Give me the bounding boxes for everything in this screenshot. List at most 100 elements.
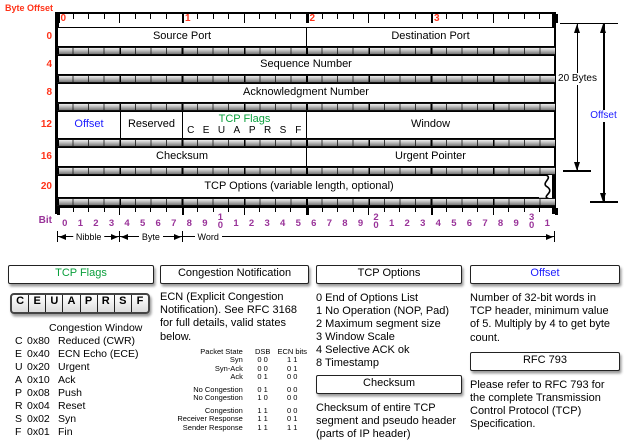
field-tcp-flags: TCP Flags C E U A P R S F xyxy=(182,112,306,138)
bit-scale-bar xyxy=(57,75,555,83)
ruler-tick-icon xyxy=(228,208,230,212)
ecn-dsb-value: 0 1 xyxy=(257,384,268,394)
ecn-table-row: Ack 0 1 0 0 xyxy=(160,373,309,382)
ecn-dsb-value: 1 0 xyxy=(257,393,268,403)
field-acknowledgment-number: Acknowledgment Number xyxy=(58,84,554,102)
ecn-packet-state: No Congestion xyxy=(193,384,243,394)
flag-letter: E xyxy=(15,348,23,360)
flag-cell-c: C xyxy=(12,295,30,312)
ruler-tick-icon xyxy=(383,208,385,212)
bit-number: 3 xyxy=(420,218,426,229)
bottom-bit-ruler xyxy=(57,206,558,215)
flag-hex-value: 0x02 xyxy=(27,413,50,425)
field-offset: Offset xyxy=(58,112,120,138)
ruler-tick-icon xyxy=(523,208,525,212)
flag-name: Reset xyxy=(58,400,86,412)
field-reserved: Reserved xyxy=(120,112,182,138)
ecn-dsb-value: 0 1 xyxy=(257,372,268,382)
ruler-tick-icon xyxy=(119,208,121,215)
flag-cell-p: P xyxy=(81,295,98,312)
ruler-tick-icon xyxy=(477,208,479,212)
ruler-tick-icon xyxy=(414,208,416,212)
field-label-checksum: Checksum xyxy=(156,150,208,163)
ruler-tick-icon xyxy=(461,208,463,212)
ecn-header-packet-state: Packet State xyxy=(200,346,243,356)
bit-number: 8 xyxy=(342,218,348,229)
bit-number: 1 xyxy=(544,218,550,229)
ecn-dsb-value: 1 1 xyxy=(257,405,268,415)
tcp-flags-field-label: TCP Flags xyxy=(218,112,271,125)
ruler-tick-icon xyxy=(165,208,167,212)
field-checksum: Checksum xyxy=(58,148,306,166)
twenty-bytes-dimension-line xyxy=(576,24,579,171)
twenty-bytes-end-line xyxy=(563,170,591,172)
ruler-tick-icon xyxy=(274,208,276,212)
tcp-option-item: 3 Window Scale xyxy=(316,331,395,343)
tcp-option-item: 4 Selective ACK ok xyxy=(316,344,410,356)
ecn-table-row: Sender Response 1 1 1 1 xyxy=(160,422,309,433)
row-byte-offset-number: 12 xyxy=(40,119,52,130)
bit-number: 4 xyxy=(435,218,441,229)
ecn-table-row: Congestion 1 1 0 0 xyxy=(160,405,309,416)
left-grid-spine xyxy=(55,12,59,214)
bit-number-digit: 0 xyxy=(529,220,535,231)
tcp-flags-panel-title: TCP Flags xyxy=(8,265,154,284)
ruler-tick-icon xyxy=(306,208,309,215)
ruler-tick-icon xyxy=(492,14,494,23)
field-label-urgent-pointer: Urgent Pointer xyxy=(395,150,466,163)
ruler-tick-icon xyxy=(399,208,401,212)
flag-letter-s: S xyxy=(279,125,287,137)
ecn-packet-state: Congestion xyxy=(204,405,243,415)
ecn-bits-value: 0 0 xyxy=(287,393,298,403)
ecn-packet-state: No Congestion xyxy=(193,393,243,403)
bit-number: 8 xyxy=(186,218,192,229)
ruler-tick-icon xyxy=(290,14,292,19)
top-bit-ruler xyxy=(57,12,558,23)
row-byte-offset-number: 16 xyxy=(40,151,52,162)
ecn-bits-value: 1 1 xyxy=(287,355,298,365)
flag-definition: F 0x01 Fin xyxy=(15,426,154,439)
ecn-packet-state: Sender Response xyxy=(182,422,243,432)
byte-ruler-number: 3 xyxy=(434,12,440,24)
ruler-tick-icon xyxy=(290,208,292,212)
right-arrowhead-icon xyxy=(546,233,553,240)
flag-letter-r: R xyxy=(263,125,272,137)
flag-definition: U 0x20 Urgent xyxy=(15,361,154,374)
flag-name: Reduced (CWR) xyxy=(58,335,136,347)
flag-definition: E 0x40 ECN Echo (ECE) xyxy=(15,348,154,361)
bit-number-digit: 1 xyxy=(217,212,224,223)
ecn-bits-value: 0 0 xyxy=(287,384,298,394)
bit-number: 5 xyxy=(139,218,146,229)
ecn-table-header: Packet State DSB ECN bits xyxy=(160,346,309,357)
flag-cell-f: F xyxy=(136,295,144,307)
bit-number: 5 xyxy=(451,218,457,229)
flag-name: Fin xyxy=(58,426,73,438)
ruler-tick-icon xyxy=(72,208,74,212)
ecn-dsb-value: 0 0 xyxy=(257,363,268,373)
ruler-tick-icon xyxy=(430,208,434,215)
bit-number: 7 xyxy=(326,218,332,229)
left-arrowhead-icon xyxy=(59,233,66,240)
ruler-tick-icon xyxy=(259,208,261,212)
field-label-destination-port: Destination Port xyxy=(391,30,470,43)
field-label-sequence-number: Sequence Number xyxy=(260,58,352,71)
torn-edge-icon xyxy=(539,174,551,200)
bit-number-digit: 0 xyxy=(217,220,224,231)
ruler-tick-icon xyxy=(321,208,323,212)
flag-hex-value: 0x08 xyxy=(27,387,50,399)
ruler-tick-icon xyxy=(212,14,214,19)
ruler-tick-icon xyxy=(57,14,60,23)
flag-hex-value: 0x01 xyxy=(27,426,50,438)
offset-side-label: Offset xyxy=(585,110,622,122)
ecn-bits-value: 0 1 xyxy=(287,414,298,424)
checksum-panel-title: Checksum xyxy=(316,375,462,394)
ruler-tick-icon xyxy=(165,14,167,19)
ecn-packet-state: Syn-Ack xyxy=(214,363,243,373)
measure-label-byte: Byte xyxy=(138,231,163,242)
ruler-tick-icon xyxy=(337,14,339,19)
ruler-tick-icon xyxy=(446,14,448,19)
ruler-tick-icon xyxy=(119,14,121,23)
bit-number: 7 xyxy=(171,218,177,229)
